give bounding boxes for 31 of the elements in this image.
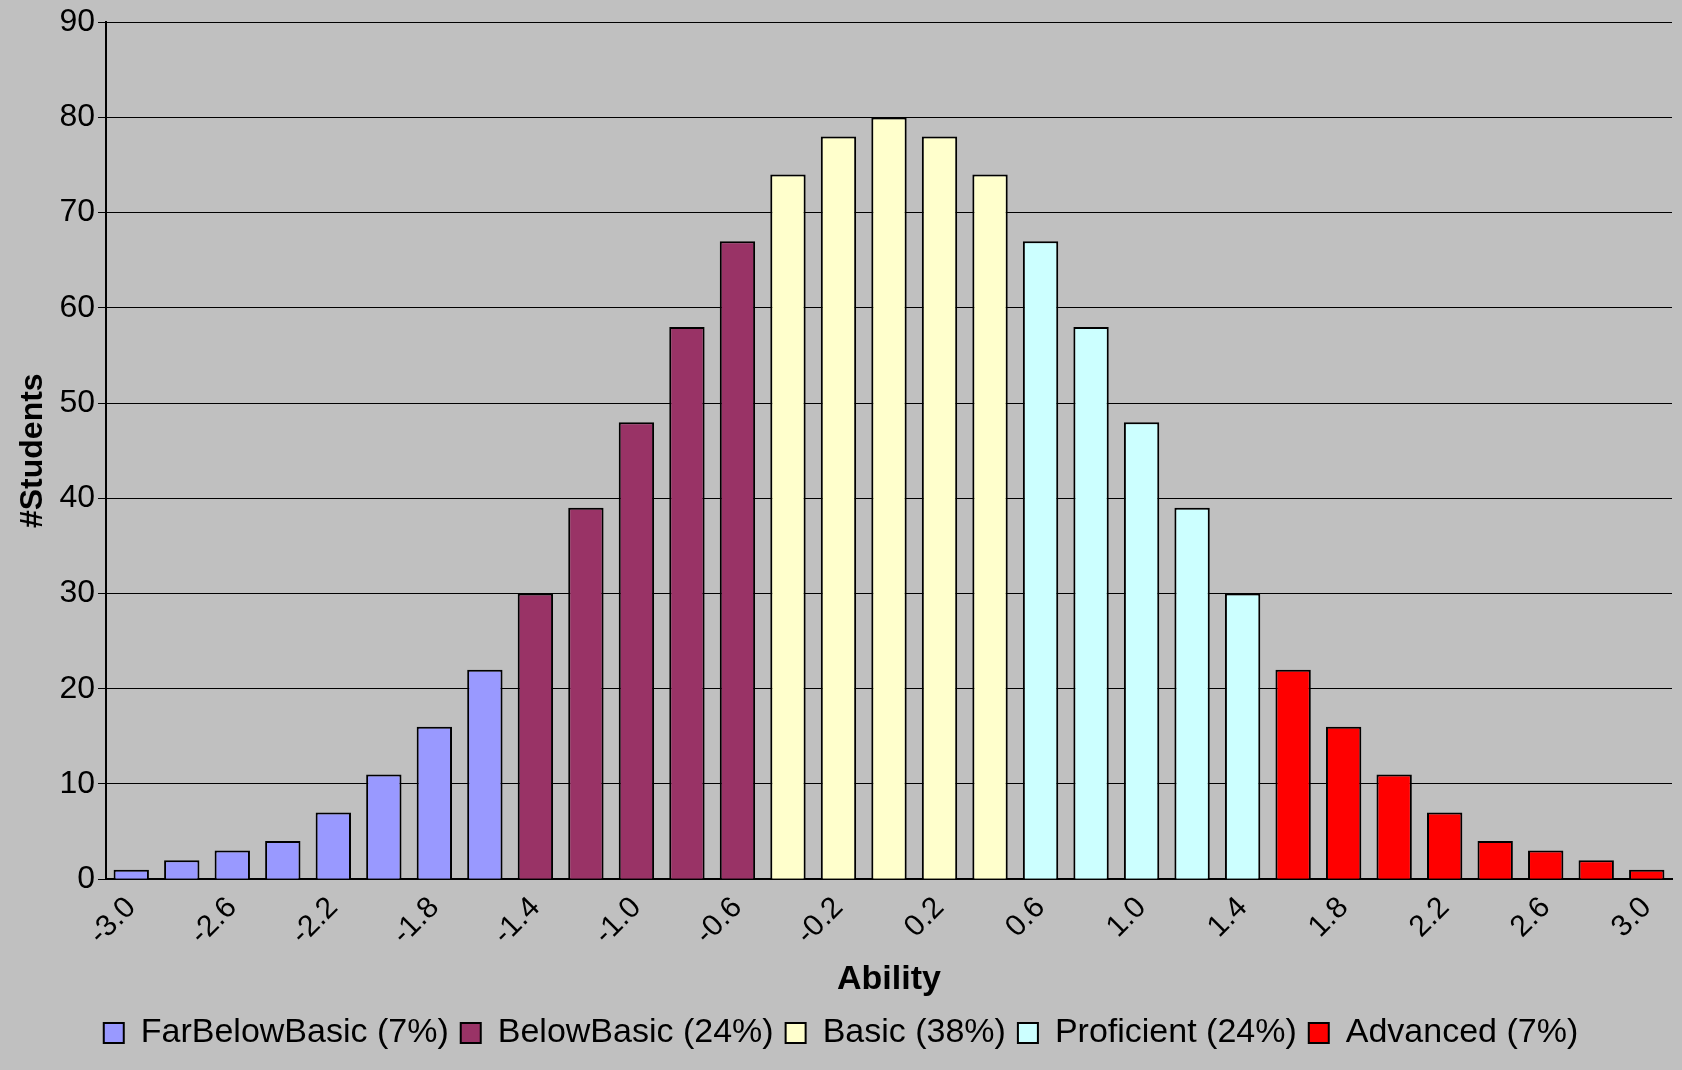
x-tick-label: -2.2 (283, 889, 344, 950)
x-tick-label: 1.0 (1098, 889, 1152, 943)
x-tick-label: 0.2 (896, 889, 950, 943)
x-tick-label: -0.6 (687, 889, 748, 950)
x-tick-label: 2.2 (1401, 889, 1455, 943)
legend-label: Advanced (7%) (1345, 1011, 1579, 1050)
y-tick-label: 40 (59, 478, 95, 515)
y-axis-title: #Students (13, 373, 50, 529)
legend-label: Basic (38%) (822, 1011, 1006, 1050)
x-tick-label: -2.6 (182, 889, 243, 950)
x-tick-label: -0.2 (788, 889, 849, 950)
y-tick-label: 90 (59, 2, 95, 39)
x-tick-label: 1.8 (1300, 889, 1354, 943)
legend-label: Proficient (24%) (1054, 1011, 1297, 1050)
x-tick-label: 0.6 (997, 889, 1051, 943)
legend-label: BelowBasic (24%) (497, 1011, 774, 1050)
y-tick-label: 30 (59, 573, 95, 610)
x-axis-title: Ability (837, 957, 942, 996)
legend-label: FarBelowBasic (7%) (140, 1011, 449, 1050)
x-tick-label: -1.0 (586, 889, 647, 950)
y-tick-label: 50 (59, 382, 95, 419)
y-tick-label: 80 (59, 97, 95, 134)
y-tick-label: 60 (59, 287, 95, 324)
x-tick-label: -1.8 (384, 889, 445, 950)
x-tick-label: 3.0 (1603, 889, 1657, 943)
x-tick-label: 2.6 (1502, 889, 1556, 943)
y-tick-label: 10 (59, 763, 95, 800)
x-tick-label: -1.4 (485, 889, 546, 950)
y-tick-label: 20 (59, 668, 95, 705)
x-tick-label: 1.4 (1199, 889, 1253, 943)
y-tick-label: 70 (59, 192, 95, 229)
